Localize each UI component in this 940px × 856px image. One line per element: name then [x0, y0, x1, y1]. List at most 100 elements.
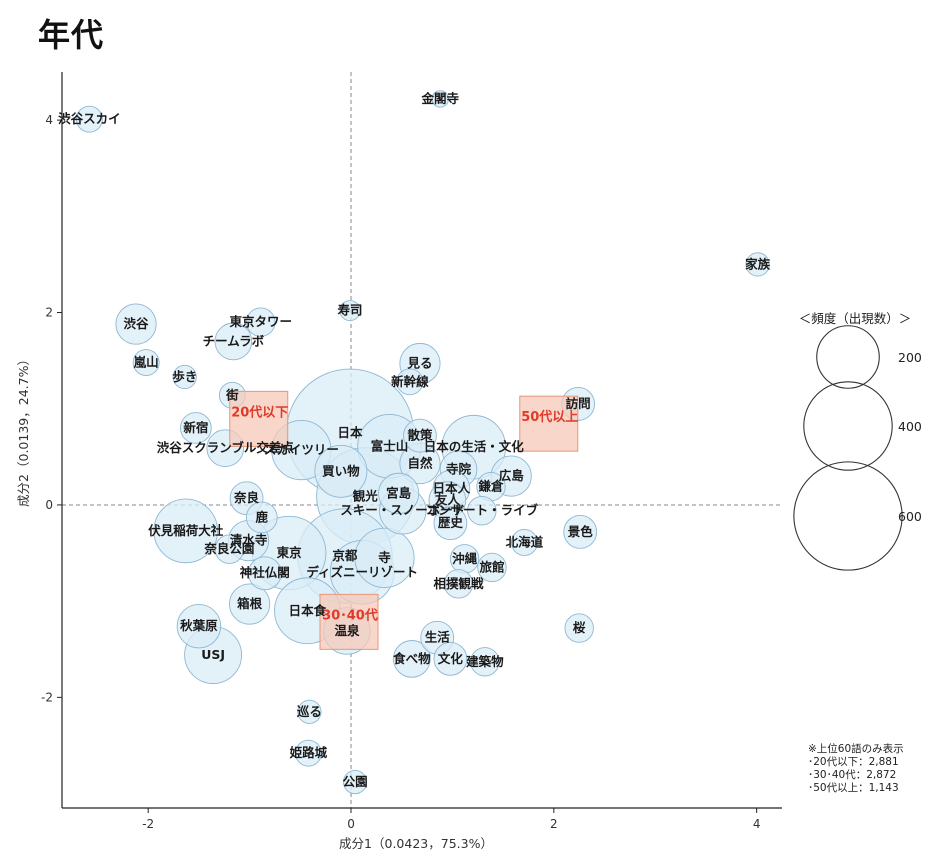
word-label: 富士山: [371, 438, 409, 453]
bubble-巡る: [297, 699, 322, 724]
word-label: ディズニーリゾート: [306, 564, 418, 579]
legend-label: 400: [898, 419, 922, 434]
word-label: 買い物: [322, 463, 360, 478]
x-tick-label: -2: [142, 817, 154, 831]
word-label: 歩き: [172, 369, 197, 384]
word-label: 姫路城: [290, 745, 328, 760]
bubble-神社仏閣: [247, 556, 282, 591]
word-label: 見る: [406, 356, 432, 371]
word-label: 新幹線: [391, 374, 429, 389]
bubble-景色: [563, 514, 598, 549]
bubble-layer: [75, 90, 770, 795]
bubble-寺: [354, 527, 415, 588]
word-label: 渋谷スカイ: [58, 111, 121, 126]
word-label: スカイツリー: [264, 442, 339, 457]
word-label: 建築物: [466, 654, 504, 669]
x-tick-label: 2: [550, 817, 558, 831]
bubble-歩き: [172, 364, 197, 390]
word-label: 京都: [332, 548, 358, 563]
word-label: 歴史: [438, 515, 464, 530]
word-label: 文化: [438, 651, 464, 666]
word-label: 沖縄: [452, 551, 478, 566]
word-label: 北海道: [506, 534, 544, 549]
bubble-東京タワー: [246, 307, 276, 337]
bubble-秋葉原: [176, 603, 222, 649]
word-label: 金閣寺: [420, 91, 459, 106]
group-label: 50代以上: [521, 409, 578, 425]
word-label: 旅館: [478, 559, 504, 574]
group-label: 30･40代: [322, 607, 378, 623]
legend-label: 600: [898, 509, 922, 524]
word-label: 日本人: [433, 481, 471, 496]
word-label: 秋葉原: [180, 618, 218, 633]
word-label: 清水寺: [230, 533, 268, 548]
footnote-line: ･50代以上：1,143: [808, 782, 899, 794]
footnote-line: ･20代以下：2,881: [808, 756, 899, 768]
word-label: 箱根: [237, 596, 263, 611]
size-legend: ＜頻度（出現数）＞ 200 400 600: [793, 311, 922, 571]
bubble-新宿: [180, 412, 212, 444]
bubble-伏見稲荷大社: [153, 498, 219, 564]
word-label: 桜: [573, 620, 586, 635]
word-label: 生活: [425, 630, 451, 645]
word-label: 鎌倉: [477, 479, 504, 494]
word-label: 温泉: [334, 623, 360, 638]
bubble-嵐山: [132, 349, 160, 377]
group-label: 20代以下: [231, 404, 288, 420]
group-marker: [519, 395, 579, 452]
bubble-買い物: [314, 444, 368, 498]
legend-circle: [793, 461, 903, 571]
word-label: 渋谷: [124, 316, 150, 331]
bubble-金閣寺: [431, 90, 449, 108]
bubble-北海道: [510, 529, 538, 556]
y-axis-title: 成分2（0.0139，24.7%）: [16, 353, 31, 507]
word-label: 東京タワー: [230, 314, 293, 329]
word-label: 新宿: [183, 420, 208, 435]
bubble-食べ物: [393, 640, 431, 678]
bubble-渋谷スカイ: [75, 105, 103, 133]
group-marker: [319, 593, 379, 650]
group-marker-layer: 20代以下 30･40代 50代以上: [229, 390, 579, 650]
word-label: 相撲観戦: [433, 576, 484, 591]
word-label: 広島: [499, 468, 525, 483]
bubble-相撲観戦: [443, 569, 474, 599]
legend-circle: [803, 381, 893, 471]
word-label: 渋谷スクランブル交差点: [157, 440, 295, 455]
word-label: 家族: [745, 256, 771, 271]
word-label: 伏見稲荷大社: [148, 523, 224, 538]
word-label: 神社仏閣: [240, 565, 290, 580]
bubble-歴史: [433, 506, 468, 541]
word-label: 鹿: [256, 509, 269, 524]
word-label: 友人: [434, 492, 461, 507]
legend-label: 200: [898, 350, 922, 365]
bubble-コンサート・ライブ: [467, 496, 497, 526]
legend-title: ＜頻度（出現数）＞: [799, 311, 912, 326]
bubble-公園: [342, 769, 368, 795]
bubble-チームラボ: [214, 322, 253, 361]
word-label: 公園: [343, 774, 368, 789]
x-tick-label: 4: [753, 817, 761, 831]
bubble-箱根: [229, 583, 271, 625]
word-label: 食べ物: [392, 651, 431, 666]
word-label: 寿司: [337, 303, 362, 318]
bubble-文化: [433, 641, 468, 676]
word-label: 自然: [407, 456, 433, 471]
word-label: 東京: [277, 545, 303, 560]
group-marker: [229, 390, 289, 447]
bubble-鹿: [245, 501, 278, 534]
word-label: 散策: [407, 428, 433, 443]
word-label: 訪問: [566, 396, 591, 411]
bubble-奈良公園: [214, 534, 245, 564]
bubble-寿司: [339, 300, 361, 322]
x-axis-title: 成分1（0.0423，75.3%）: [339, 836, 493, 851]
word-label: 日本: [337, 425, 363, 440]
bubble-新幹線: [396, 368, 424, 396]
word-label: 街: [225, 387, 239, 402]
y-tick-label: 2: [45, 306, 53, 320]
bubble-家族: [745, 252, 770, 277]
word-label: 景色: [568, 524, 594, 539]
word-label: 日本食: [289, 603, 327, 618]
word-label: 宮島: [386, 485, 412, 500]
